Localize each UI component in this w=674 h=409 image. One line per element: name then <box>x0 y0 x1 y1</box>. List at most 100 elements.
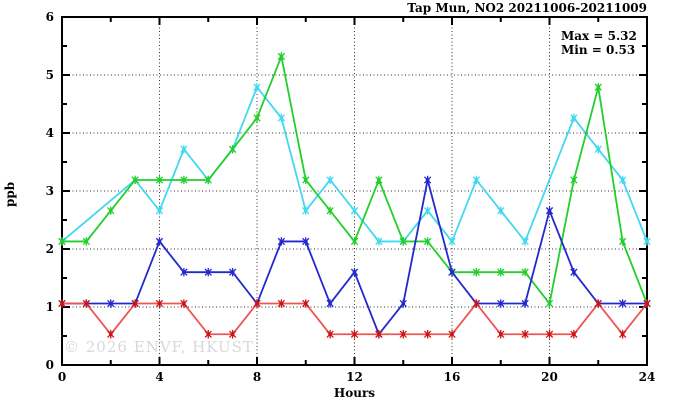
marker-cross-cyan <box>497 206 505 215</box>
marker-cross-green <box>497 268 505 277</box>
x-axis-label: Hours <box>333 386 376 400</box>
marker-cross-red <box>643 299 651 308</box>
marker-cross-green <box>618 237 627 246</box>
marker-cross-red <box>350 330 359 339</box>
marker-cross-cyan <box>643 237 651 246</box>
marker-cross-green <box>204 175 212 185</box>
marker-cross-red <box>594 299 602 308</box>
marker-cross-green <box>277 52 286 61</box>
series-blue <box>58 175 651 339</box>
marker-cross-green <box>545 299 554 308</box>
marker-cross-blue <box>423 175 432 185</box>
marker-cross-blue <box>302 237 310 246</box>
marker-cross-red <box>472 299 481 308</box>
marker-cross-red <box>545 330 554 339</box>
marker-cross-green <box>107 206 115 215</box>
maxmin-annotation: Max = 5.32 Min = 0.53 <box>561 29 637 57</box>
marker-cross-blue <box>326 299 334 308</box>
marker-cross-red <box>326 330 334 339</box>
min-label: Min = 0.53 <box>561 43 636 57</box>
marker-cross-green <box>399 237 407 246</box>
y-tick-label: 5 <box>46 68 54 82</box>
marker-cross-green <box>472 268 481 277</box>
x-tick-label: 0 <box>58 370 66 384</box>
y-tick-label: 2 <box>46 242 54 256</box>
marker-cross-green <box>326 206 334 215</box>
marker-cross-blue <box>155 237 164 246</box>
chart-title: Tap Mun, NO2 20211006-20211009 <box>407 1 647 15</box>
marker-cross-red <box>570 330 578 339</box>
marker-cross-cyan <box>594 145 602 154</box>
marker-cross-red <box>180 299 188 308</box>
x-tick-label: 8 <box>253 370 261 384</box>
marker-cross-blue <box>350 268 359 277</box>
marker-cross-green <box>594 82 602 92</box>
marker-cross-red <box>618 330 627 339</box>
series-red <box>58 299 651 339</box>
marker-cross-green <box>302 175 310 185</box>
marker-cross-cyan <box>472 175 481 185</box>
marker-cross-cyan <box>423 206 432 215</box>
marker-cross-red <box>448 330 456 339</box>
marker-cross-cyan <box>375 237 383 246</box>
marker-cross-blue <box>204 268 212 277</box>
marker-cross-blue <box>545 206 554 215</box>
marker-cross-cyan <box>155 206 164 215</box>
marker-cross-cyan <box>302 206 310 215</box>
x-tick-label: 20 <box>541 370 558 384</box>
x-tick-label: 12 <box>346 370 363 384</box>
plot-frame <box>61 16 648 366</box>
y-axis-label: ppb <box>3 181 17 207</box>
marker-cross-cyan <box>448 237 456 246</box>
marker-cross-cyan <box>326 175 334 185</box>
marker-cross-blue <box>107 299 115 308</box>
marker-cross-red <box>253 299 261 308</box>
marker-cross-cyan <box>350 206 359 215</box>
marker-cross-green <box>180 175 188 185</box>
marker-cross-blue <box>228 268 237 277</box>
x-tick-label: 4 <box>155 370 163 384</box>
marker-cross-green <box>423 237 432 246</box>
marker-cross-red <box>521 330 529 339</box>
marker-cross-cyan <box>618 175 627 185</box>
marker-cross-red <box>375 330 383 339</box>
y-tick-label: 1 <box>46 300 54 314</box>
marker-cross-green <box>350 237 359 246</box>
marker-cross-cyan <box>253 82 261 92</box>
marker-cross-cyan <box>570 113 578 123</box>
marker-cross-red <box>399 330 407 339</box>
marker-cross-red <box>204 330 212 339</box>
marker-cross-red <box>497 330 505 339</box>
marker-cross-green <box>375 175 383 185</box>
marker-cross-cyan <box>277 113 286 123</box>
marker-cross-blue <box>618 299 627 308</box>
marker-cross-red <box>107 330 115 339</box>
marker-cross-blue <box>521 299 529 308</box>
marker-cross-blue <box>448 268 456 277</box>
gridlines <box>62 17 647 365</box>
watermark: © 2026 ENVF, HKUST <box>64 338 254 356</box>
marker-cross-blue <box>180 268 188 277</box>
marker-cross-green <box>131 175 139 185</box>
marker-cross-red <box>131 299 139 308</box>
y-tick-label: 0 <box>46 358 54 372</box>
marker-cross-blue <box>497 299 505 308</box>
y-tick-label: 3 <box>46 184 54 198</box>
y-tick-label: 6 <box>46 10 54 24</box>
x-tick-label: 16 <box>444 370 461 384</box>
marker-cross-blue <box>570 268 578 277</box>
marker-cross-red <box>302 299 310 308</box>
marker-cross-green <box>58 237 66 246</box>
marker-cross-cyan <box>180 145 188 154</box>
marker-cross-green <box>155 175 164 185</box>
x-tick-label: 24 <box>639 370 656 384</box>
marker-cross-green <box>521 268 529 277</box>
marker-cross-green <box>228 145 237 154</box>
marker-cross-red <box>423 330 432 339</box>
marker-cross-red <box>58 299 66 308</box>
marker-cross-red <box>277 299 286 308</box>
series-green <box>58 52 651 308</box>
